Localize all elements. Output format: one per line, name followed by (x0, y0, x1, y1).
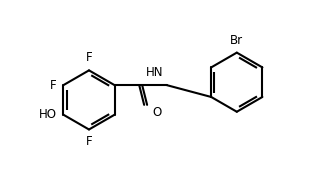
Text: HO: HO (39, 108, 57, 121)
Text: Br: Br (230, 34, 243, 47)
Text: F: F (86, 135, 92, 148)
Text: HN: HN (146, 66, 164, 79)
Text: F: F (86, 51, 92, 64)
Text: F: F (50, 79, 57, 92)
Text: O: O (152, 106, 161, 119)
